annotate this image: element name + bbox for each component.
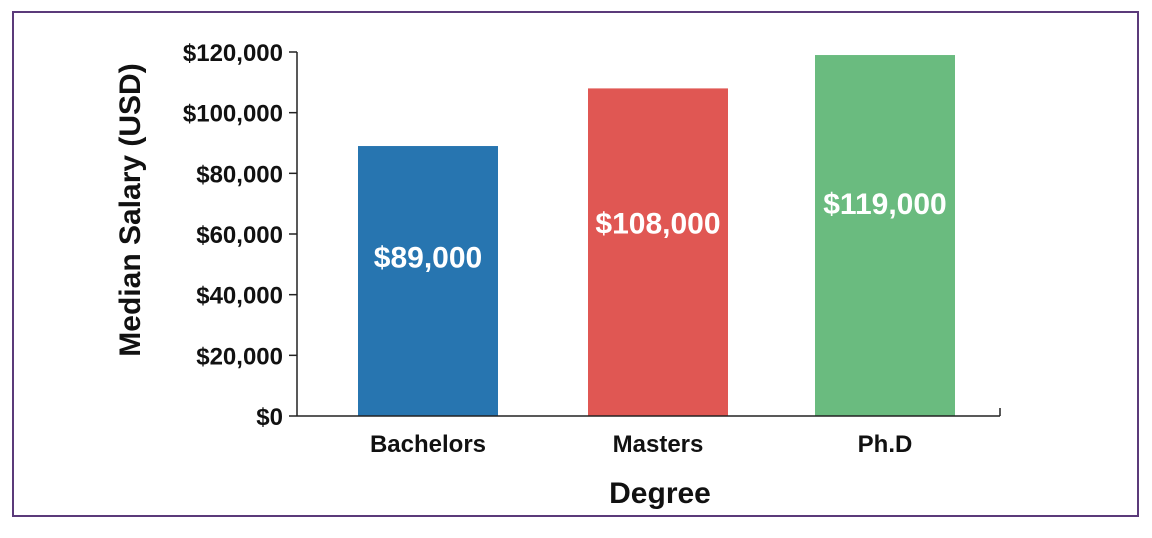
x-axis-title: Degree: [609, 477, 711, 510]
y-axis-ticks: $0 $20,000 $40,000 $60,000 $80,000 $100,000 $1…: [183, 40, 1001, 431]
bar-value-label: $108,000: [595, 208, 720, 241]
x-tick-label: Masters: [613, 431, 704, 458]
y-tick-label: $20,000: [196, 343, 283, 370]
x-axis-tick-labels: Bachelors Masters Ph.D: [370, 431, 912, 458]
y-tick-label: $60,000: [196, 222, 283, 249]
y-tick-label: $0: [256, 404, 283, 431]
bar-masters: [588, 88, 728, 417]
bar-bachelors: [358, 146, 498, 417]
y-tick-label: $40,000: [196, 283, 283, 310]
bar-ph-d: [815, 55, 955, 417]
y-tick-label: $80,000: [196, 161, 283, 188]
y-tick-label: $100,000: [183, 101, 283, 128]
bar-value-label: $119,000: [823, 188, 946, 221]
x-tick-label: Bachelors: [370, 431, 486, 458]
y-tick-label: $120,000: [183, 40, 283, 67]
x-tick-label: Ph.D: [858, 431, 913, 458]
bar-value-label: $89,000: [374, 242, 482, 275]
y-axis-title: Median Salary (USD): [114, 63, 147, 356]
bars: $89,000 $108,000 $119,000: [358, 55, 955, 417]
